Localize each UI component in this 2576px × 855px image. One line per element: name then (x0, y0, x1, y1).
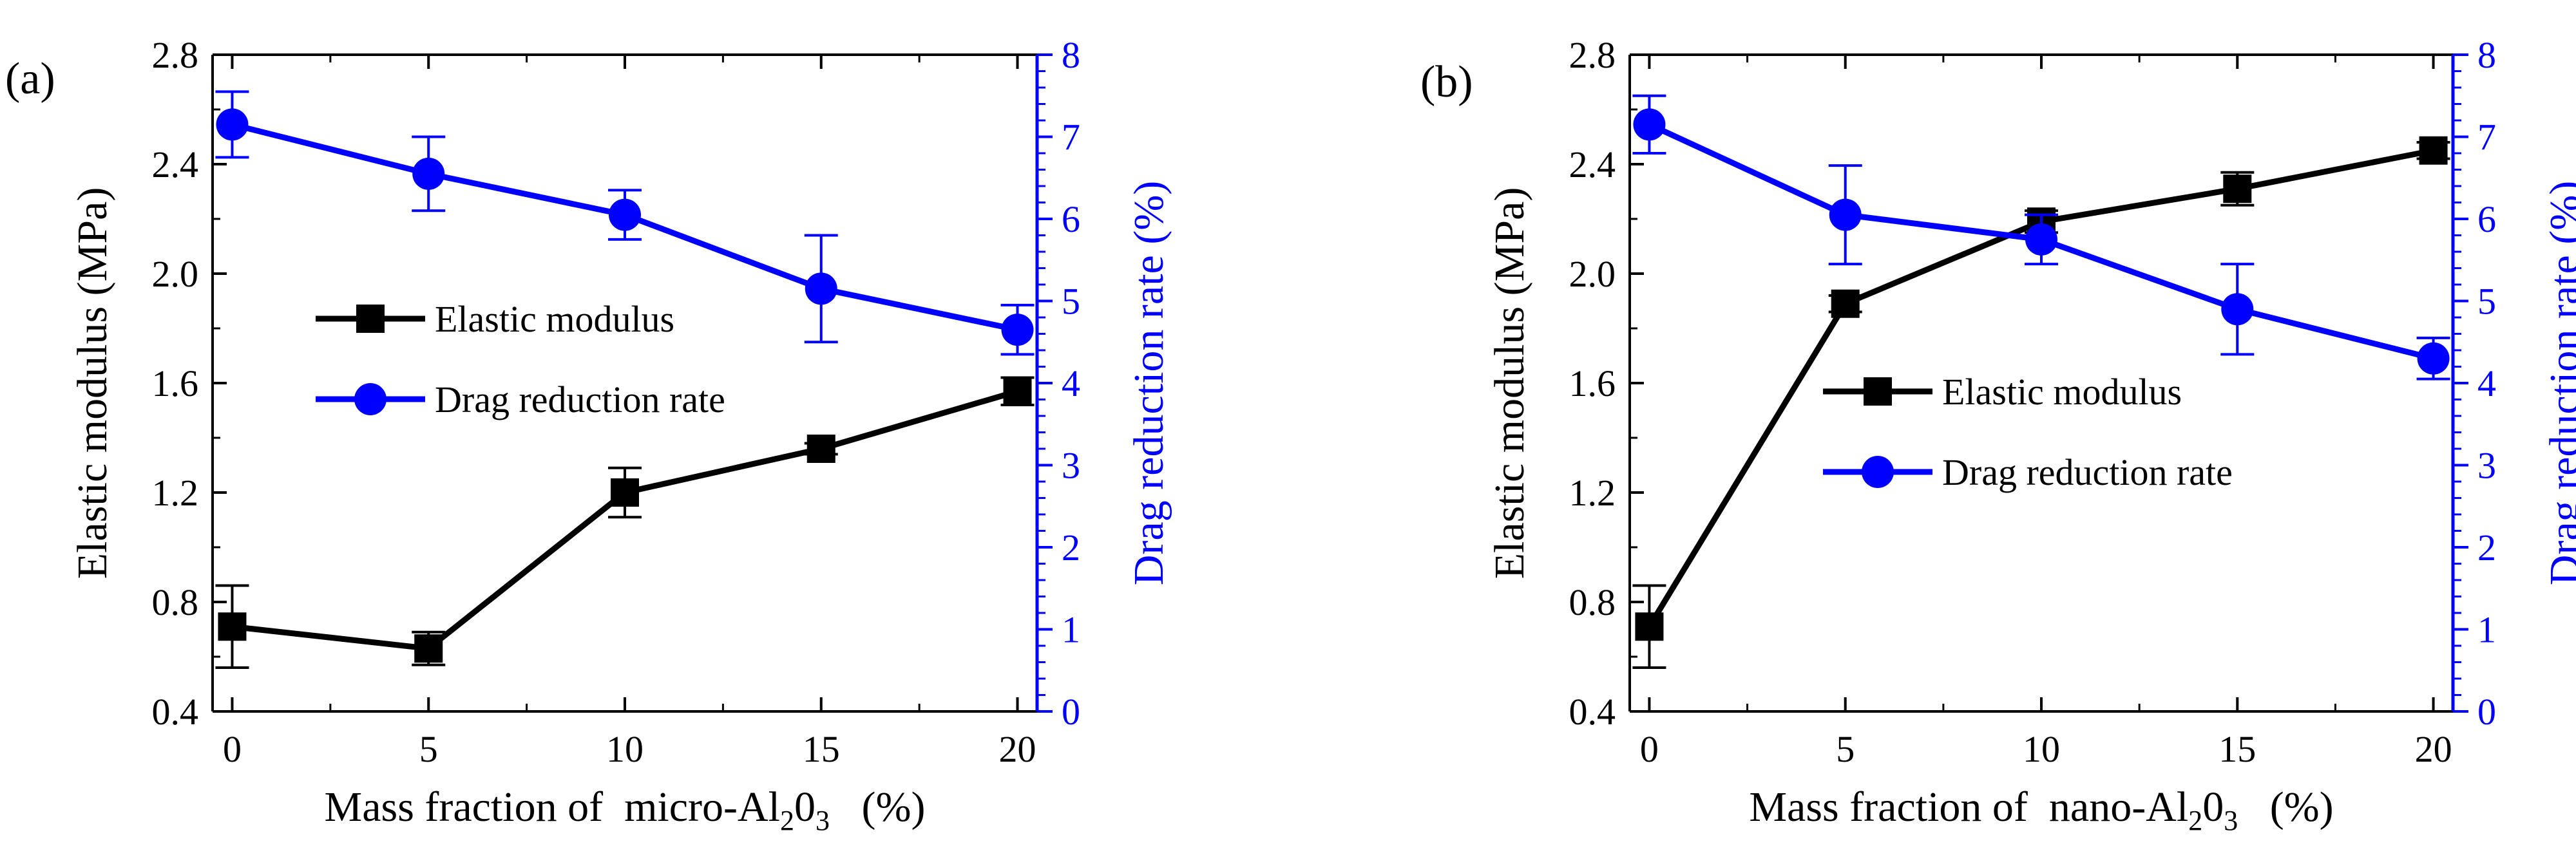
panel-label: (b) (1420, 57, 1473, 107)
y-tick-label: 1.2 (1569, 472, 1616, 514)
data-point-square (2223, 174, 2252, 203)
x-tick-label: 0 (223, 728, 242, 770)
x-tick-label: 5 (419, 728, 438, 770)
x-tick-label: 10 (606, 728, 644, 770)
legend-label: Elastic modulus (1942, 371, 2182, 413)
y-tick-label: 2.4 (1569, 144, 1616, 185)
y2-tick-label: 5 (1062, 281, 1080, 323)
series-drag-reduction-rate (1632, 94, 2450, 381)
data-point-circle (412, 157, 445, 190)
series-elastic-modulus (1632, 136, 2450, 669)
y2-tick-label: 7 (1062, 117, 1080, 158)
legend-label: Drag reduction rate (1942, 451, 2233, 493)
data-point-circle (1829, 198, 1862, 231)
y-tick-label: 2.4 (152, 144, 199, 185)
y-tick-label: 1.6 (152, 362, 199, 404)
label-part: 0 (2202, 784, 2224, 831)
legend-label: Drag reduction rate (435, 379, 725, 420)
legend-marker-square (1864, 377, 1892, 406)
data-point-square (218, 612, 247, 641)
label-part: 0 (794, 784, 816, 831)
y-tick-label: 2.8 (1569, 34, 1616, 76)
y2-tick-label: 1 (1062, 609, 1080, 651)
x-tick-label: 20 (999, 728, 1036, 770)
data-point-circle (2417, 342, 2450, 375)
data-point-square (1003, 377, 1032, 406)
x-axis-title: Mass fraction of nano-Al203 (%) (1749, 784, 2333, 836)
y2-tick-label: 4 (1062, 362, 1080, 404)
legend-marker-circle (354, 383, 386, 415)
y-tick-label: 2.8 (152, 34, 199, 76)
y2-tick-label: 8 (2477, 34, 2496, 76)
legend: Elastic modulus Drag reduction rate (1823, 371, 2233, 493)
data-point-square (611, 478, 639, 507)
legend-label: Elastic modulus (435, 298, 674, 340)
chart-panel-a: (a)0 5 10 15 200.40.81.21.62.02.42.801234567… (5, 34, 1172, 836)
subscript: 3 (816, 805, 830, 836)
series-line (231, 388, 1018, 652)
y-tick-label: 2.0 (1569, 253, 1616, 295)
chart-panel-b: (b)0 5 10 15 200.40.81.21.62.02.42.801234567… (1420, 34, 2576, 836)
y2-tick-label: 3 (2477, 445, 2496, 487)
y2-tick-label: 7 (2477, 117, 2496, 158)
label-part: Mass fraction of micro-Al (325, 784, 780, 831)
data-point-square (414, 634, 443, 663)
y2-tick-label: 4 (2477, 362, 2496, 404)
x-tick-label: 10 (2023, 728, 2060, 770)
y-tick-label: 0.4 (152, 691, 199, 733)
y-axis-title: Elastic modulus (MPa) (1486, 187, 1533, 579)
y2-tick-label: 6 (1062, 198, 1080, 240)
data-point-square (806, 435, 835, 463)
y2-axis-title: Drag reduction rate (%) (1125, 181, 1172, 586)
y-axis-title: Elastic modulus (MPa) (69, 187, 116, 579)
series-drag-reduction-rate (215, 90, 1035, 356)
y-tick-label: 1.2 (152, 472, 199, 514)
x-axis-title: Mass fraction of micro-Al203 (%) (325, 784, 926, 836)
y2-tick-label: 2 (2477, 527, 2496, 568)
x-tick-label: 15 (803, 728, 840, 770)
data-point-square (1635, 612, 1664, 641)
y2-tick-label: 2 (1062, 527, 1080, 568)
subscript: 2 (780, 805, 794, 836)
data-point-square (2419, 136, 2448, 165)
data-point-circle (216, 108, 249, 141)
panel-label: (a) (5, 54, 55, 104)
label-part: (%) (830, 784, 925, 831)
series-elastic-modulus (215, 376, 1035, 669)
legend-marker-circle (1862, 456, 1894, 488)
y2-tick-label: 1 (2477, 609, 2496, 651)
data-point-circle (805, 272, 837, 305)
legend-marker-square (356, 305, 385, 333)
data-point-circle (609, 198, 641, 231)
data-point-circle (1001, 314, 1034, 346)
y2-tick-label: 0 (1062, 691, 1080, 733)
x-tick-label: 15 (2218, 728, 2256, 770)
x-tick-label: 20 (2415, 728, 2452, 770)
legend: Elastic modulus Drag reduction rate (316, 298, 725, 420)
y2-axis-title: Drag reduction rate (%) (2541, 181, 2576, 586)
y-tick-label: 1.6 (1569, 362, 1616, 404)
data-point-circle (1633, 108, 1666, 141)
y-tick-label: 0.8 (152, 581, 199, 623)
x-tick-label: 5 (1836, 728, 1855, 770)
subscript: 3 (2224, 805, 2238, 836)
y-tick-label: 2.0 (152, 253, 199, 295)
y2-tick-label: 6 (2477, 198, 2496, 240)
label-part: Mass fraction of nano-Al (1749, 784, 2188, 831)
y2-tick-label: 5 (2477, 281, 2496, 323)
label-part: (%) (2238, 784, 2333, 831)
x-tick-label: 0 (1640, 728, 1659, 770)
data-point-circle (2221, 293, 2254, 326)
y-tick-label: 0.8 (1569, 581, 1616, 623)
data-point-square (1831, 289, 1860, 318)
data-point-circle (2025, 223, 2057, 256)
y2-tick-label: 0 (2477, 691, 2496, 733)
subscript: 2 (2188, 805, 2202, 836)
y2-tick-label: 3 (1062, 445, 1080, 487)
y-tick-label: 0.4 (1569, 691, 1616, 733)
y2-tick-label: 8 (1062, 34, 1080, 76)
